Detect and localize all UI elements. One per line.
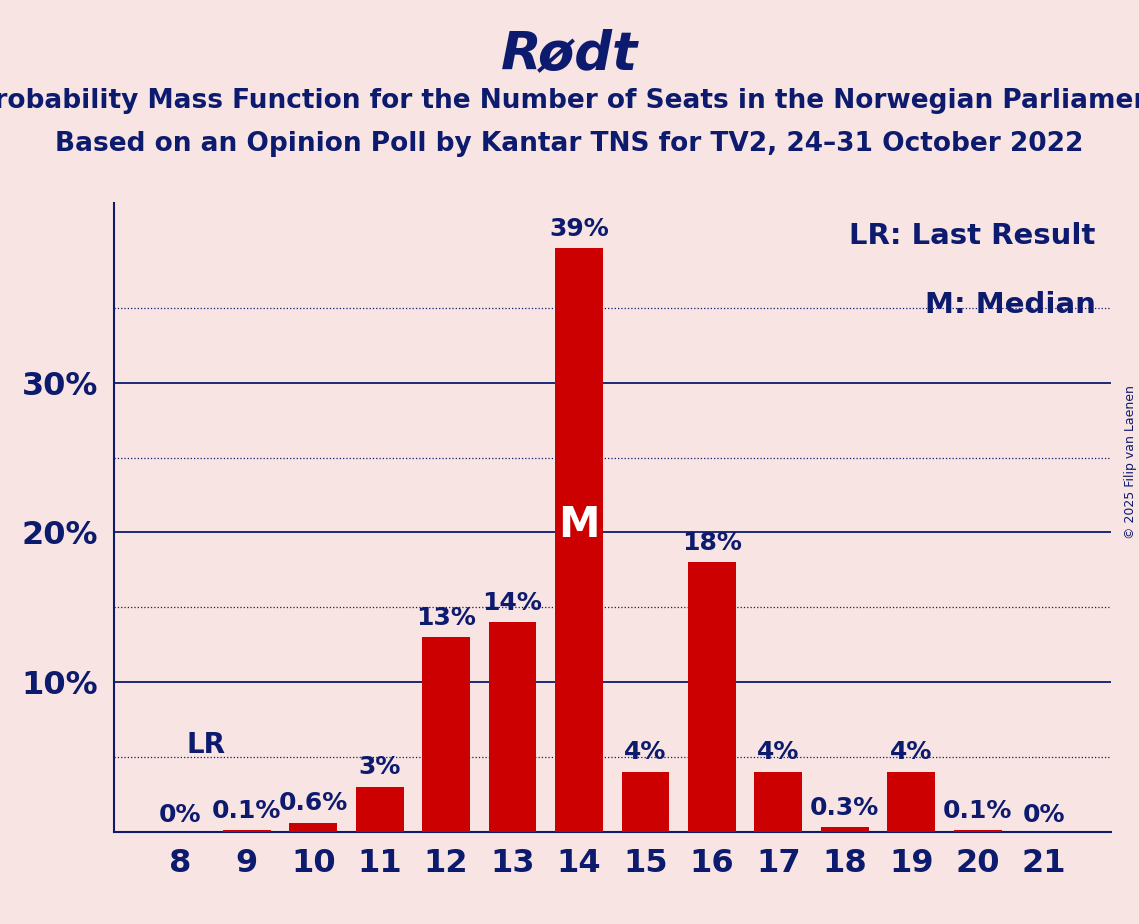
Text: LR: Last Result: LR: Last Result — [850, 222, 1096, 250]
Bar — [688, 563, 736, 832]
Text: 18%: 18% — [682, 531, 741, 554]
Text: LR: LR — [187, 731, 226, 759]
Bar — [887, 772, 935, 832]
Text: 14%: 14% — [483, 590, 542, 614]
Bar — [489, 622, 536, 832]
Text: M: M — [558, 504, 600, 546]
Text: Based on an Opinion Poll by Kantar TNS for TV2, 24–31 October 2022: Based on an Opinion Poll by Kantar TNS f… — [56, 131, 1083, 157]
Bar — [622, 772, 670, 832]
Text: 39%: 39% — [549, 217, 609, 240]
Bar — [223, 830, 271, 832]
Text: 0%: 0% — [159, 803, 202, 827]
Text: 4%: 4% — [624, 740, 666, 764]
Text: 0%: 0% — [1023, 803, 1065, 827]
Text: Rødt: Rødt — [501, 28, 638, 79]
Text: 0.1%: 0.1% — [212, 798, 281, 822]
Text: © 2025 Filip van Laenen: © 2025 Filip van Laenen — [1124, 385, 1137, 539]
Text: 4%: 4% — [757, 740, 800, 764]
Text: 0.6%: 0.6% — [279, 791, 347, 815]
Bar — [423, 638, 470, 832]
Text: 0.3%: 0.3% — [810, 796, 879, 820]
Bar — [754, 772, 802, 832]
Text: 13%: 13% — [416, 605, 476, 629]
Text: Probability Mass Function for the Number of Seats in the Norwegian Parliament: Probability Mass Function for the Number… — [0, 88, 1139, 114]
Bar — [289, 822, 337, 832]
Bar — [555, 249, 603, 832]
Bar — [355, 786, 403, 832]
Text: M: Median: M: Median — [925, 291, 1096, 320]
Bar — [821, 827, 869, 832]
Text: 4%: 4% — [890, 740, 933, 764]
Bar — [953, 830, 1001, 832]
Text: 3%: 3% — [359, 755, 401, 779]
Text: 0.1%: 0.1% — [943, 798, 1013, 822]
